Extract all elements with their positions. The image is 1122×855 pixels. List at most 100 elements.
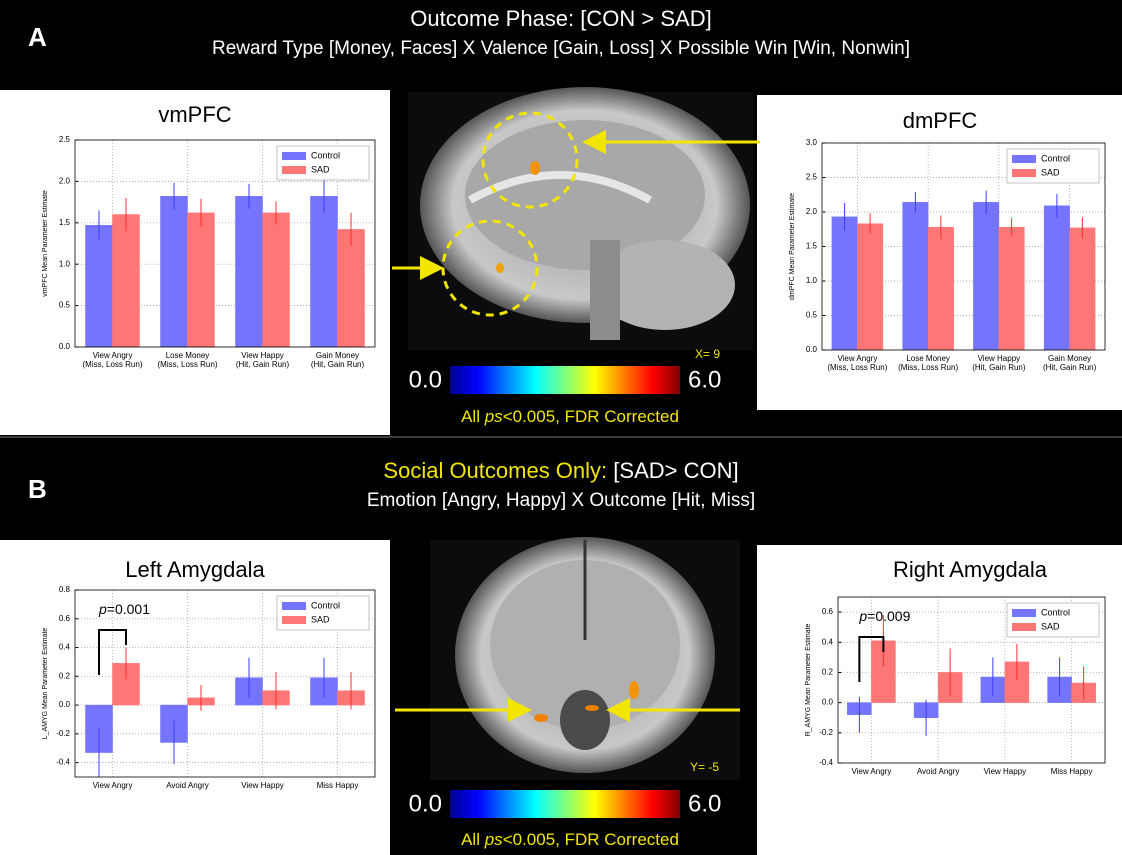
y-tick-label: 1.5 — [806, 242, 818, 251]
bar — [160, 196, 188, 348]
chart-title: dmPFC — [902, 108, 978, 133]
colorbar — [450, 790, 680, 818]
y-tick-label: 3.0 — [806, 138, 818, 147]
slice-label: Y= -5 — [690, 760, 719, 774]
threshold-note: All ps<0.005, FDR Corrected — [370, 407, 770, 427]
note-prefix: All — [461, 407, 485, 426]
y-tick-label: 0.6 — [59, 614, 71, 623]
bar — [85, 225, 113, 348]
y-tick-label: -0.2 — [819, 728, 833, 737]
legend-swatch — [282, 152, 306, 160]
legend-label: SAD — [311, 164, 330, 174]
annotation-italic: p — [98, 601, 107, 617]
legend-box — [276, 145, 370, 181]
x-tick-label: Lose Money (Miss, Loss Run) — [898, 354, 959, 372]
x-tick-label: Avoid Angry — [166, 781, 209, 790]
bar — [1043, 205, 1070, 351]
y-tick-label: 0.5 — [806, 311, 818, 320]
legend-swatch — [1012, 155, 1036, 163]
bar — [112, 214, 140, 348]
y-tick-label: 0.6 — [822, 607, 834, 616]
panel-letter: A — [28, 22, 47, 52]
note-suffix: <0.005, FDR Corrected — [502, 830, 679, 849]
significance-bracket — [858, 636, 885, 682]
x-tick-label: View Angry — [92, 781, 133, 790]
y-axis-label: R_AMYG Mean Parameter Estimate — [805, 623, 812, 736]
y-tick-label: 0.4 — [822, 637, 834, 646]
plot-frame — [821, 142, 1106, 351]
y-tick-label: 2.5 — [806, 173, 818, 182]
y-tick-label: 1.0 — [806, 276, 818, 285]
bar — [337, 229, 365, 348]
x-tick-label: Lose Money (Miss, Loss Run) — [157, 351, 218, 369]
panel-title: Outcome Phase: [CON > SAD] — [410, 6, 712, 31]
chart-title: Left Amygdala — [125, 557, 265, 582]
legend-swatch — [282, 166, 306, 174]
y-tick-label: 0.2 — [59, 671, 71, 680]
y-tick-label: 0.0 — [59, 700, 71, 709]
legend-box — [276, 595, 370, 631]
annotation: p=0.009 — [858, 608, 910, 624]
annotation-text: =0.001 — [107, 601, 150, 617]
chart-title: Right Amygdala — [892, 557, 1048, 582]
legend-label: SAD — [1041, 621, 1060, 631]
x-tick-label: Gain Money (Hit, Gain Run) — [310, 351, 365, 369]
note-italic: ps — [484, 407, 503, 426]
bar — [857, 223, 884, 351]
slice-label: X= 9 — [695, 347, 720, 361]
y-tick-label: 0.8 — [59, 585, 71, 594]
legend-swatch — [1012, 609, 1036, 617]
bar — [831, 216, 858, 351]
y-tick-label: -0.2 — [56, 729, 70, 738]
annotation-text: =0.009 — [867, 608, 910, 624]
bar — [262, 212, 290, 348]
x-tick-label: Gain Money (Hit, Gain Run) — [1042, 354, 1097, 372]
colorbar-label: 0.0 — [409, 366, 442, 393]
plot-frame — [74, 139, 376, 348]
colorbar-label: 6.0 — [688, 366, 721, 393]
y-tick-label: -0.4 — [819, 758, 833, 767]
legend-label: Control — [311, 600, 340, 610]
y-tick-label: 1.5 — [59, 218, 71, 227]
note-suffix: <0.005, FDR Corrected — [502, 407, 679, 426]
x-tick-label: View Happy — [241, 781, 284, 790]
bar — [973, 202, 1000, 351]
y-tick-label: 2.5 — [59, 135, 71, 144]
x-tick-label: View Happy — [983, 767, 1027, 776]
note-italic: ps — [484, 830, 503, 849]
legend-label: Control — [1041, 607, 1070, 617]
colorbar-label: 0.0 — [409, 790, 442, 817]
y-tick-label: 0.4 — [59, 643, 71, 652]
y-tick-label: 1.0 — [59, 259, 71, 268]
annotation-italic: p — [858, 608, 867, 624]
legend-box — [1006, 602, 1100, 638]
y-axis-label: dmPFC Mean Parameter Estimate — [789, 193, 796, 300]
title-text: [SAD> CON] — [613, 458, 739, 483]
y-tick-label: 0.0 — [59, 342, 71, 351]
panel-title: Social Outcomes Only: [SAD> CON] — [0, 458, 1122, 484]
legend-label: SAD — [1041, 167, 1060, 177]
y-tick-label: 0.0 — [806, 345, 818, 354]
brain-sagittal — [392, 87, 760, 350]
legend-swatch — [1012, 623, 1036, 631]
y-axis-label: L_AMYG Mean Parameter Estimate — [42, 628, 49, 740]
legend-swatch — [282, 616, 306, 624]
x-tick-label: View Angry — [851, 767, 892, 776]
bar — [310, 196, 338, 348]
y-tick-label: -0.4 — [56, 758, 70, 767]
x-tick-label: Miss Happy — [1050, 767, 1093, 776]
x-tick-label: View Angry (Miss, Loss Run) — [827, 354, 888, 372]
y-axis-label: vmPFC Mean Parameter Estimate — [42, 190, 49, 297]
bar — [998, 226, 1025, 351]
legend-swatch — [1012, 169, 1036, 177]
x-tick-label: Avoid Angry — [916, 767, 960, 776]
bar — [1069, 227, 1096, 351]
y-tick-label: 2.0 — [806, 207, 818, 216]
y-tick-label: 0.2 — [822, 668, 834, 677]
y-tick-label: 0.0 — [822, 698, 834, 707]
y-tick-label: 0.5 — [59, 301, 71, 310]
annotation: p=0.001 — [98, 601, 150, 617]
colorbar-label: 6.0 — [688, 790, 721, 817]
bar — [927, 226, 954, 351]
